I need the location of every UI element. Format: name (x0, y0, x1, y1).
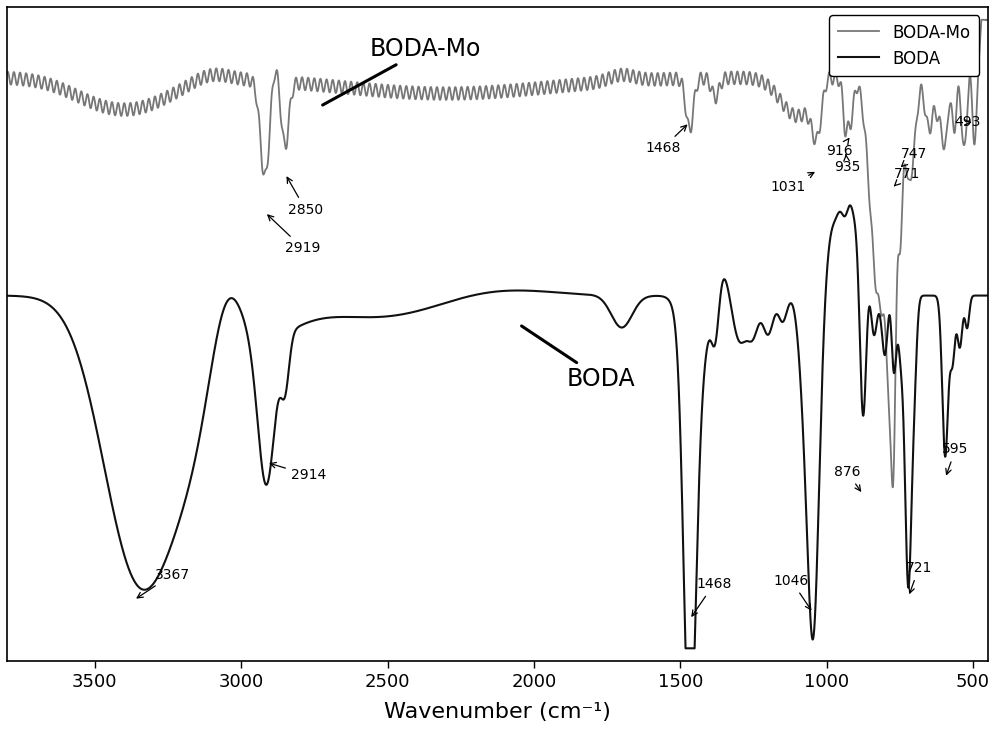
BODA-Mo (356, 84, 368, 93)
BODA-Mo (581, 86, 593, 95)
Text: 721: 721 (906, 561, 932, 593)
Text: BODA: BODA (522, 326, 636, 391)
Text: 747: 747 (901, 147, 928, 166)
BODA (581, 290, 593, 299)
BODA (1, 292, 13, 300)
BODA-Mo (780, 98, 792, 106)
BODA (356, 313, 368, 321)
BODA-Mo (728, 79, 740, 88)
BODA (844, 201, 856, 210)
Text: 3367: 3367 (137, 568, 190, 598)
Text: 771: 771 (894, 167, 920, 186)
BODA (680, 644, 692, 652)
Text: 1046: 1046 (774, 574, 811, 609)
BODA (624, 314, 636, 323)
Text: BODA-Mo: BODA-Mo (323, 36, 481, 105)
Text: 1468: 1468 (692, 577, 732, 616)
BODA-Mo (887, 483, 899, 492)
Line: BODA-Mo: BODA-Mo (7, 20, 988, 488)
BODA (728, 319, 740, 328)
Line: BODA: BODA (7, 206, 988, 648)
Text: 1468: 1468 (645, 125, 687, 155)
Text: 493: 493 (954, 115, 980, 129)
Text: 2919: 2919 (268, 215, 320, 255)
BODA (780, 308, 792, 317)
BODA-Mo (624, 78, 636, 87)
BODA (50, 307, 62, 316)
BODA-Mo (975, 15, 987, 24)
Text: 1031: 1031 (771, 173, 814, 193)
BODA-Mo (982, 15, 994, 24)
Text: 916: 916 (826, 139, 853, 158)
BODA-Mo (1, 69, 13, 78)
X-axis label: Wavenumber (cm⁻¹): Wavenumber (cm⁻¹) (384, 702, 611, 722)
BODA-Mo (50, 77, 62, 86)
Text: 2850: 2850 (287, 177, 323, 217)
Text: 876: 876 (834, 465, 861, 491)
Text: 935: 935 (834, 155, 860, 174)
BODA (982, 291, 994, 300)
Legend: BODA-Mo, BODA: BODA-Mo, BODA (829, 15, 979, 77)
Text: 595: 595 (942, 443, 969, 475)
Text: 2914: 2914 (270, 462, 326, 482)
